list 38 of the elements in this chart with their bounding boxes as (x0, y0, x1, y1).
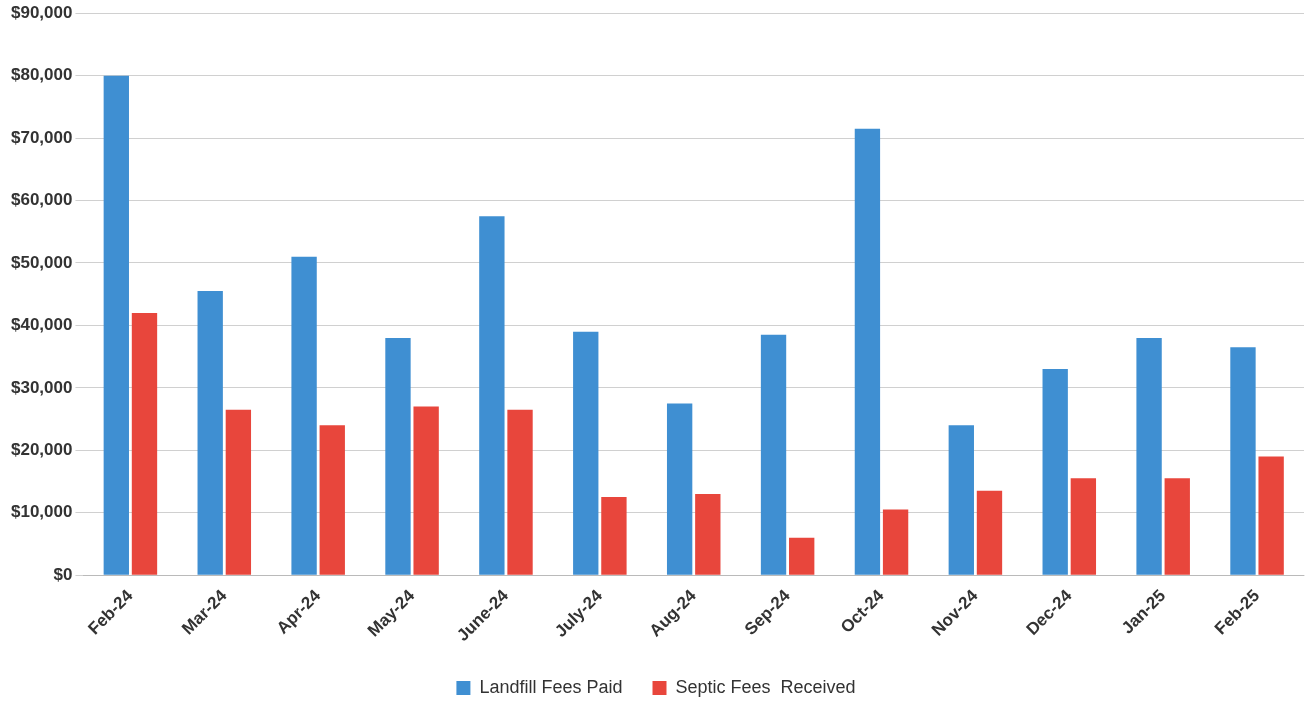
legend-label: Landfill Fees Paid (479, 676, 623, 697)
y-tick-label: $60,000 (11, 190, 73, 210)
bar (1136, 337, 1162, 575)
y-tick-label: $10,000 (11, 502, 73, 522)
bar (948, 425, 974, 575)
y-tick-label: $30,000 (11, 377, 73, 397)
y-tick-label: $20,000 (11, 439, 73, 459)
bar (1042, 369, 1068, 575)
bar (413, 406, 439, 575)
bar (601, 497, 627, 575)
bar (385, 337, 411, 575)
bar (573, 331, 599, 575)
y-tick-label: $40,000 (11, 315, 73, 335)
y-tick-label: $70,000 (11, 127, 73, 147)
bar (854, 128, 881, 575)
bar (1230, 347, 1256, 575)
bar (225, 409, 252, 575)
bar (666, 403, 693, 575)
bar (319, 425, 345, 575)
bar (103, 75, 129, 575)
bar (507, 409, 533, 575)
bar (1070, 478, 1097, 575)
y-tick-label: $80,000 (11, 65, 73, 85)
legend-label: Septic Fees Received (675, 676, 856, 697)
bar (1164, 478, 1190, 575)
y-tick-label: $0 (53, 564, 73, 584)
bar (197, 291, 223, 575)
bar (789, 537, 815, 575)
bar (1258, 456, 1284, 575)
bar (695, 493, 721, 575)
bar (760, 334, 787, 575)
bar (882, 509, 909, 575)
y-tick-label: $90,000 (11, 2, 73, 22)
bar (976, 490, 1003, 575)
bar (291, 256, 317, 575)
bar (131, 312, 158, 575)
y-tick-label: $50,000 (11, 252, 73, 272)
bar (479, 216, 505, 575)
